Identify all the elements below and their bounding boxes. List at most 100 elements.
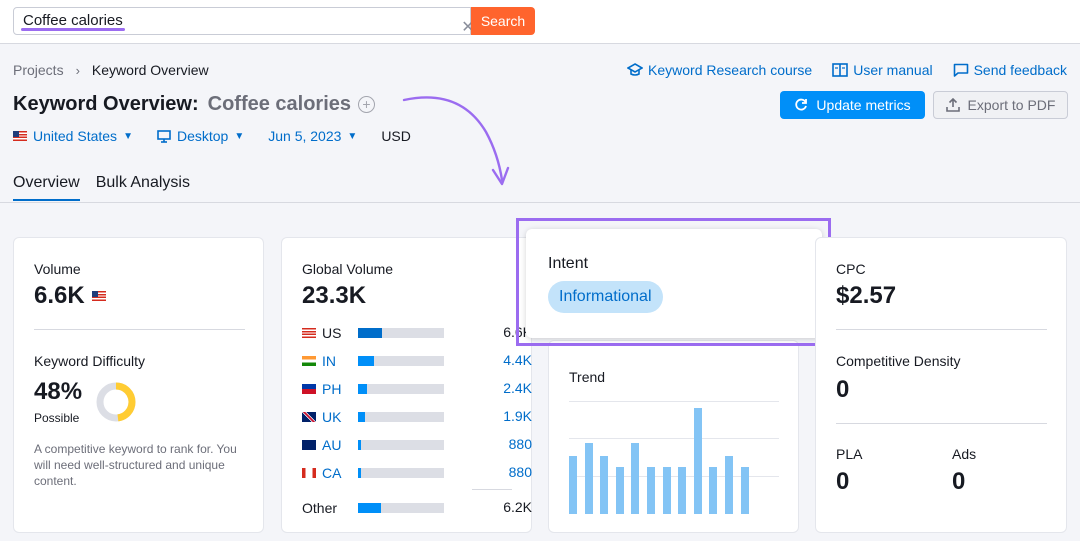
export-pdf-button[interactable]: Export to PDF <box>933 91 1068 119</box>
flag-icon <box>302 384 316 394</box>
country-volume: 1.9K <box>503 408 532 424</box>
divider <box>836 329 1047 330</box>
flag-icon <box>302 356 316 366</box>
trend-bar <box>600 455 609 514</box>
trend-label: Trend <box>569 369 606 385</box>
update-metrics-button[interactable]: Update metrics <box>780 91 925 119</box>
tab-overview[interactable]: Overview <box>13 174 80 201</box>
flag-icon <box>302 328 316 338</box>
volume-card: Volume 6.6K Keyword Difficulty 48% Possi… <box>13 237 264 533</box>
filter-bar: United States ▼ Desktop ▼ Jun 5, 2023 ▼ … <box>13 128 435 144</box>
date-select[interactable]: Jun 5, 2023 ▼ <box>268 128 357 144</box>
kd-donut-fill <box>96 382 136 422</box>
device-select[interactable]: Desktop ▼ <box>157 128 244 144</box>
search-button[interactable]: Search <box>471 7 535 35</box>
trend-gridline <box>569 401 779 402</box>
country-row[interactable]: US 6.6K <box>302 324 532 342</box>
country-row[interactable]: IN 4.4K <box>302 352 532 370</box>
flag-icon <box>302 440 316 450</box>
title-prefix: Keyword Overview: <box>13 93 199 115</box>
cpc-card: CPC $2.57 Competitive Density 0 PLA 0 Ad… <box>815 237 1067 533</box>
title-keyword: Coffee calories <box>207 93 352 115</box>
link-label: User manual <box>853 62 933 78</box>
breadcrumb-projects[interactable]: Projects <box>13 62 64 78</box>
currency-label: USD <box>381 128 411 144</box>
trend-chart <box>569 401 779 514</box>
country-code: PH <box>322 381 342 397</box>
share-bar-fill <box>358 328 383 338</box>
graduation-cap-icon <box>627 63 644 76</box>
tab-bar: Overview Bulk Analysis <box>13 174 206 201</box>
trend-bar <box>740 467 749 514</box>
share-bar <box>358 356 444 366</box>
send-feedback-link[interactable]: Send feedback <box>953 62 1067 78</box>
share-bar <box>358 384 444 394</box>
trend-gridline <box>569 438 779 440</box>
share-bar-fill <box>358 503 382 513</box>
tab-bulk-analysis[interactable]: Bulk Analysis <box>95 174 190 191</box>
share-bar-fill <box>358 384 367 394</box>
global-volume-label: Global Volume <box>302 261 394 277</box>
share-bar <box>358 440 444 450</box>
ads-value: 0 <box>952 468 966 495</box>
divider <box>836 423 1047 424</box>
other-label: Other <box>302 500 338 516</box>
country-code: IN <box>322 353 336 369</box>
country-select[interactable]: United States ▼ <box>13 128 133 144</box>
search-highlight-underline <box>21 28 125 31</box>
chevron-down-icon: ▼ <box>234 130 245 142</box>
breadcrumb-current: Keyword Overview <box>91 62 209 78</box>
share-bar <box>358 503 444 513</box>
density-label: Competitive Density <box>836 353 961 369</box>
ads-label: Ads <box>952 446 977 462</box>
refresh-icon <box>795 98 808 111</box>
intent-badge[interactable]: Informational <box>548 281 663 313</box>
country-volume: 880 <box>508 464 532 480</box>
share-bar <box>358 412 444 422</box>
volume-label: Volume <box>34 261 81 277</box>
trend-bar <box>693 408 702 514</box>
country-code: AU <box>322 437 342 453</box>
top-search-bar: Coffee calories ✕ Search <box>0 0 1080 44</box>
trend-bar <box>569 455 577 514</box>
pla-value: 0 <box>836 468 850 495</box>
device-label: Desktop <box>176 128 229 144</box>
intent-label: Intent <box>548 255 589 272</box>
trend-bar <box>725 455 733 514</box>
volume-value-row: 6.6K <box>34 282 112 310</box>
keyword-research-course-link[interactable]: Keyword Research course <box>627 62 812 78</box>
kd-level: Possible <box>34 411 80 425</box>
search-input[interactable]: Coffee calories <box>23 12 123 29</box>
page-title: Keyword Overview: Coffee calories + <box>13 93 376 116</box>
trend-bar <box>615 467 624 514</box>
country-row[interactable]: UK 1.9K <box>302 408 532 426</box>
export-label: Export to PDF <box>967 97 1056 113</box>
country-volume: 2.4K <box>503 380 532 396</box>
other-volume: 6.2K <box>503 499 532 515</box>
kd-value: 48% <box>34 378 83 405</box>
desktop-icon <box>157 129 171 143</box>
trend-card: Trend <box>548 340 799 533</box>
chat-icon <box>953 63 968 77</box>
book-icon <box>832 63 849 77</box>
breadcrumb: Projects › Keyword Overview <box>13 62 209 78</box>
divider <box>34 329 245 330</box>
trend-gridline <box>569 475 779 477</box>
volume-value: 6.6K <box>34 282 85 309</box>
update-label: Update metrics <box>816 97 911 113</box>
trend-bar <box>631 442 640 514</box>
user-manual-link[interactable]: User manual <box>832 62 933 78</box>
trend-bar <box>662 467 671 514</box>
country-row[interactable]: CA 880 <box>302 464 532 482</box>
country-row[interactable]: PH 2.4K <box>302 380 532 398</box>
country-code: UK <box>322 409 342 425</box>
flag-icon <box>302 468 316 478</box>
plus-circle-icon[interactable]: + <box>358 96 376 113</box>
help-links: Keyword Research course User manual Send… <box>607 62 1067 78</box>
country-code: US <box>322 325 342 341</box>
country-volume: 4.4K <box>503 352 532 368</box>
pla-label: PLA <box>836 446 863 462</box>
annotation-arrow <box>402 96 510 186</box>
trend-bar <box>647 467 655 514</box>
country-row[interactable]: AU 880 <box>302 436 532 454</box>
